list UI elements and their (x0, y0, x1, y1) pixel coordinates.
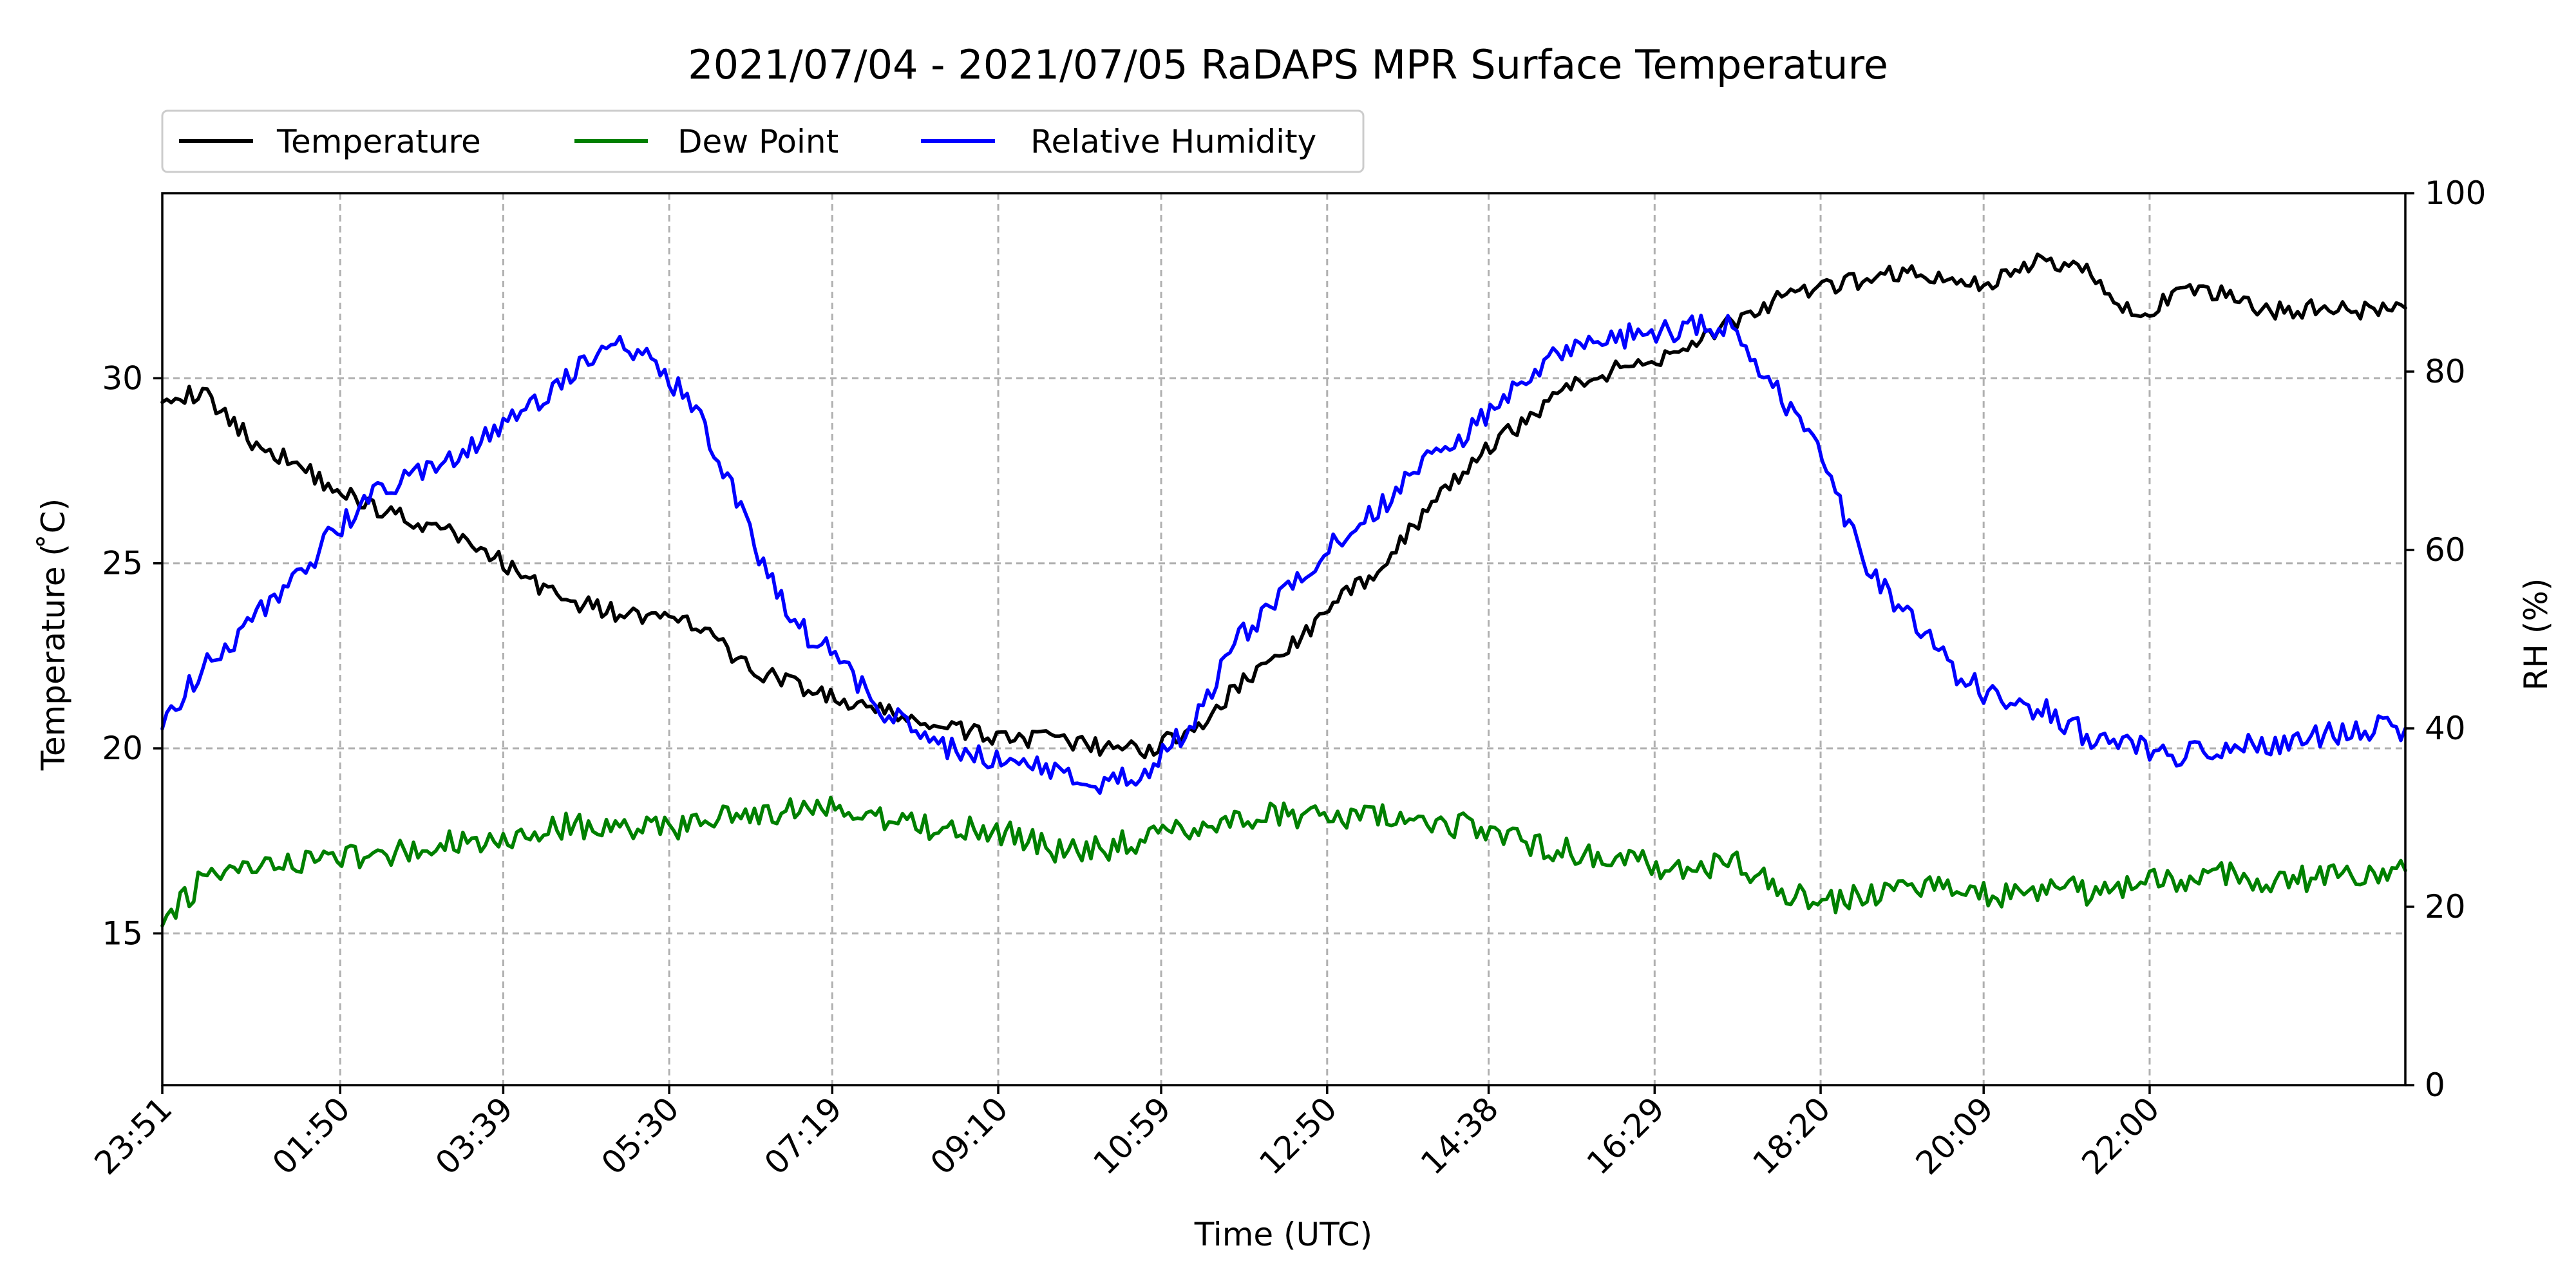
legend: Temperature Dew Point Relative Humidity (161, 109, 1365, 173)
series-line-relative-humidity (160, 314, 2407, 795)
y-axis-left-label: Temperature ( ̊C) (35, 498, 72, 771)
y-right-tick-label: 0 (2425, 1066, 2445, 1104)
series-layer (160, 252, 2407, 928)
series-line-dew-point (160, 795, 2407, 928)
x-axis-label: Time (UTC) (1194, 1216, 1372, 1253)
chart-title: 2021/07/04 - 2021/07/05 RaDAPS MPR Surfa… (688, 41, 1888, 88)
grid-layer (161, 193, 2405, 1085)
y-right-tick-label: 40 (2425, 710, 2466, 747)
y-left-tick-label: 15 (102, 914, 143, 952)
y-right-tick-label: 100 (2425, 175, 2486, 212)
y-left-tick-label: 25 (102, 545, 143, 582)
plot-frame (161, 192, 2407, 1086)
legend-label-relative-humidity: Relative Humidity (1030, 123, 1316, 160)
y-right-tick-label: 60 (2425, 531, 2466, 569)
legend-label-temperature: Temperature (276, 123, 481, 160)
y-left-tick-label: 20 (102, 730, 143, 767)
series-line-temperature (160, 252, 2407, 760)
legend-label-dew-point: Dew Point (677, 123, 838, 160)
legend-frame (161, 109, 1365, 173)
y-left-tick-label: 30 (102, 359, 143, 397)
y-right-tick-label: 80 (2425, 353, 2466, 390)
y-axis-right-label: RH (%) (2517, 578, 2555, 691)
y-right-tick-label: 20 (2425, 888, 2466, 925)
